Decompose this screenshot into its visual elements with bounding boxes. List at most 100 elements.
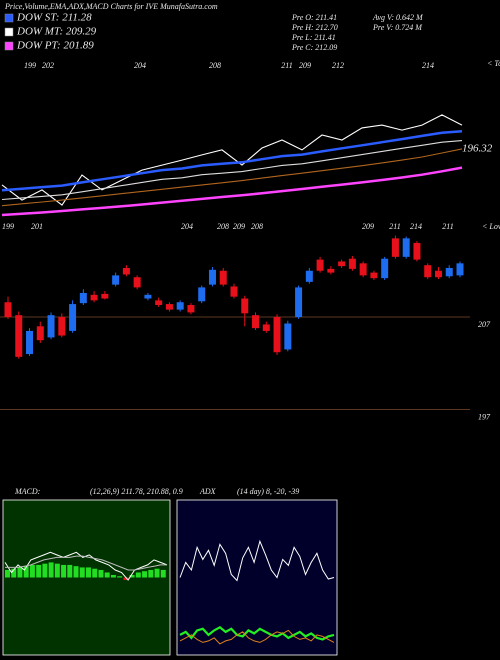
candle-body — [165, 304, 173, 310]
info-text: Pre V: 0.724 M — [372, 23, 423, 32]
candle-body — [187, 305, 195, 313]
candle-body — [176, 302, 184, 310]
low-label: 211 — [442, 222, 453, 231]
macd-bar — [42, 563, 48, 578]
adx-line — [179, 539, 335, 582]
candle-body — [305, 270, 313, 282]
info-text: Pre C: 212.09 — [291, 43, 337, 52]
legend-swatch — [4, 27, 14, 37]
candle-body — [122, 267, 130, 275]
candle-body — [155, 300, 163, 305]
candle-body — [36, 326, 44, 341]
candle-body — [90, 294, 98, 301]
macd-bar — [154, 568, 160, 578]
candle-body — [456, 263, 464, 276]
candle-body — [208, 269, 216, 285]
candle-body — [295, 287, 303, 318]
macd-bar — [110, 574, 116, 578]
lows-label: < Lows — [482, 222, 500, 231]
macd-bar — [17, 567, 23, 578]
macd-bar — [148, 569, 154, 578]
info-text: Pre L: 211.41 — [291, 33, 336, 42]
candle-body — [101, 293, 109, 299]
candle-body — [133, 277, 141, 288]
low-label: 204 — [181, 222, 193, 231]
candle-body — [391, 238, 399, 257]
macd-bar — [73, 566, 79, 578]
top-label: 202 — [42, 61, 54, 70]
macd-bar — [61, 564, 67, 578]
candle-body — [58, 317, 66, 336]
macd-bar — [36, 564, 42, 578]
candle-body — [445, 267, 453, 277]
macd-bar — [117, 576, 123, 578]
legend-label: DOW ST: 211.28 — [16, 12, 92, 24]
macd-bar — [104, 572, 110, 578]
chart-title: Price,Volume,EMA,ADX,MACD Charts for IVE… — [4, 2, 218, 11]
candle-body — [424, 265, 432, 278]
candle-body — [69, 304, 77, 331]
candle-body — [47, 315, 55, 338]
candle-body — [434, 270, 442, 278]
low-label: 208 — [217, 222, 229, 231]
low-label: 209 — [362, 222, 374, 231]
legend-label: DOW MT: 209.29 — [16, 26, 97, 38]
macd-params: (12,26,9) 211.78, 210.88, 0.9 — [90, 487, 183, 496]
top-label: 199 — [24, 61, 36, 70]
y-tick-label: 207 — [478, 320, 491, 329]
macd-bar — [67, 564, 73, 578]
macd-bar — [160, 569, 166, 578]
macd-bar — [123, 577, 129, 581]
upper-line — [1, 140, 463, 201]
macd-bar — [23, 566, 29, 578]
macd-bar — [129, 574, 135, 578]
candle-body — [15, 315, 23, 357]
top-label: 212 — [332, 61, 344, 70]
candle-body — [327, 268, 335, 273]
candle-body — [230, 286, 238, 297]
macd-bar — [142, 571, 148, 578]
candle-body — [413, 242, 421, 260]
macd-bar — [135, 572, 141, 578]
top-label: 208 — [209, 61, 221, 70]
candle-body — [338, 261, 346, 267]
low-label: 199 — [2, 222, 14, 231]
macd-line — [5, 555, 167, 571]
candle-body — [284, 323, 292, 350]
candle-body — [359, 263, 367, 276]
candle-body — [273, 317, 281, 353]
low-label: 208 — [251, 222, 263, 231]
low-label: 214 — [410, 222, 422, 231]
candle-body — [252, 315, 260, 329]
top-label: 214 — [422, 61, 434, 70]
candle-body — [198, 287, 206, 302]
tops-label: < Tops — [487, 59, 500, 68]
macd-label: MACD: — [14, 487, 41, 496]
upper-line — [1, 114, 463, 206]
candle-body — [4, 302, 12, 318]
legend-swatch — [4, 13, 14, 23]
info-text: Avg V: 0.642 M — [372, 13, 424, 22]
macd-bar — [5, 569, 10, 578]
adx-label: ADX — [199, 487, 217, 496]
candle-body — [262, 324, 270, 331]
candle-body — [79, 292, 87, 304]
macd-bar — [92, 568, 98, 578]
macd-bar — [79, 567, 85, 578]
upper-line — [1, 130, 463, 192]
info-text: Pre H: 212.70 — [291, 23, 338, 32]
top-label: 209 — [299, 61, 311, 70]
candle-body — [348, 258, 356, 269]
low-label: 211 — [389, 222, 400, 231]
candle-body — [402, 238, 410, 257]
adx-params: (14 day) 8, -20, -39 — [237, 487, 299, 496]
candle-body — [381, 258, 389, 279]
low-label: 201 — [31, 222, 43, 231]
macd-bar — [11, 568, 17, 578]
y-tick-label: 197 — [478, 412, 491, 421]
info-text: Pre O: 211.41 — [291, 13, 337, 22]
macd-bar — [48, 562, 54, 578]
candle-body — [112, 275, 120, 285]
macd-line — [4, 551, 168, 581]
candle-body — [219, 270, 227, 285]
